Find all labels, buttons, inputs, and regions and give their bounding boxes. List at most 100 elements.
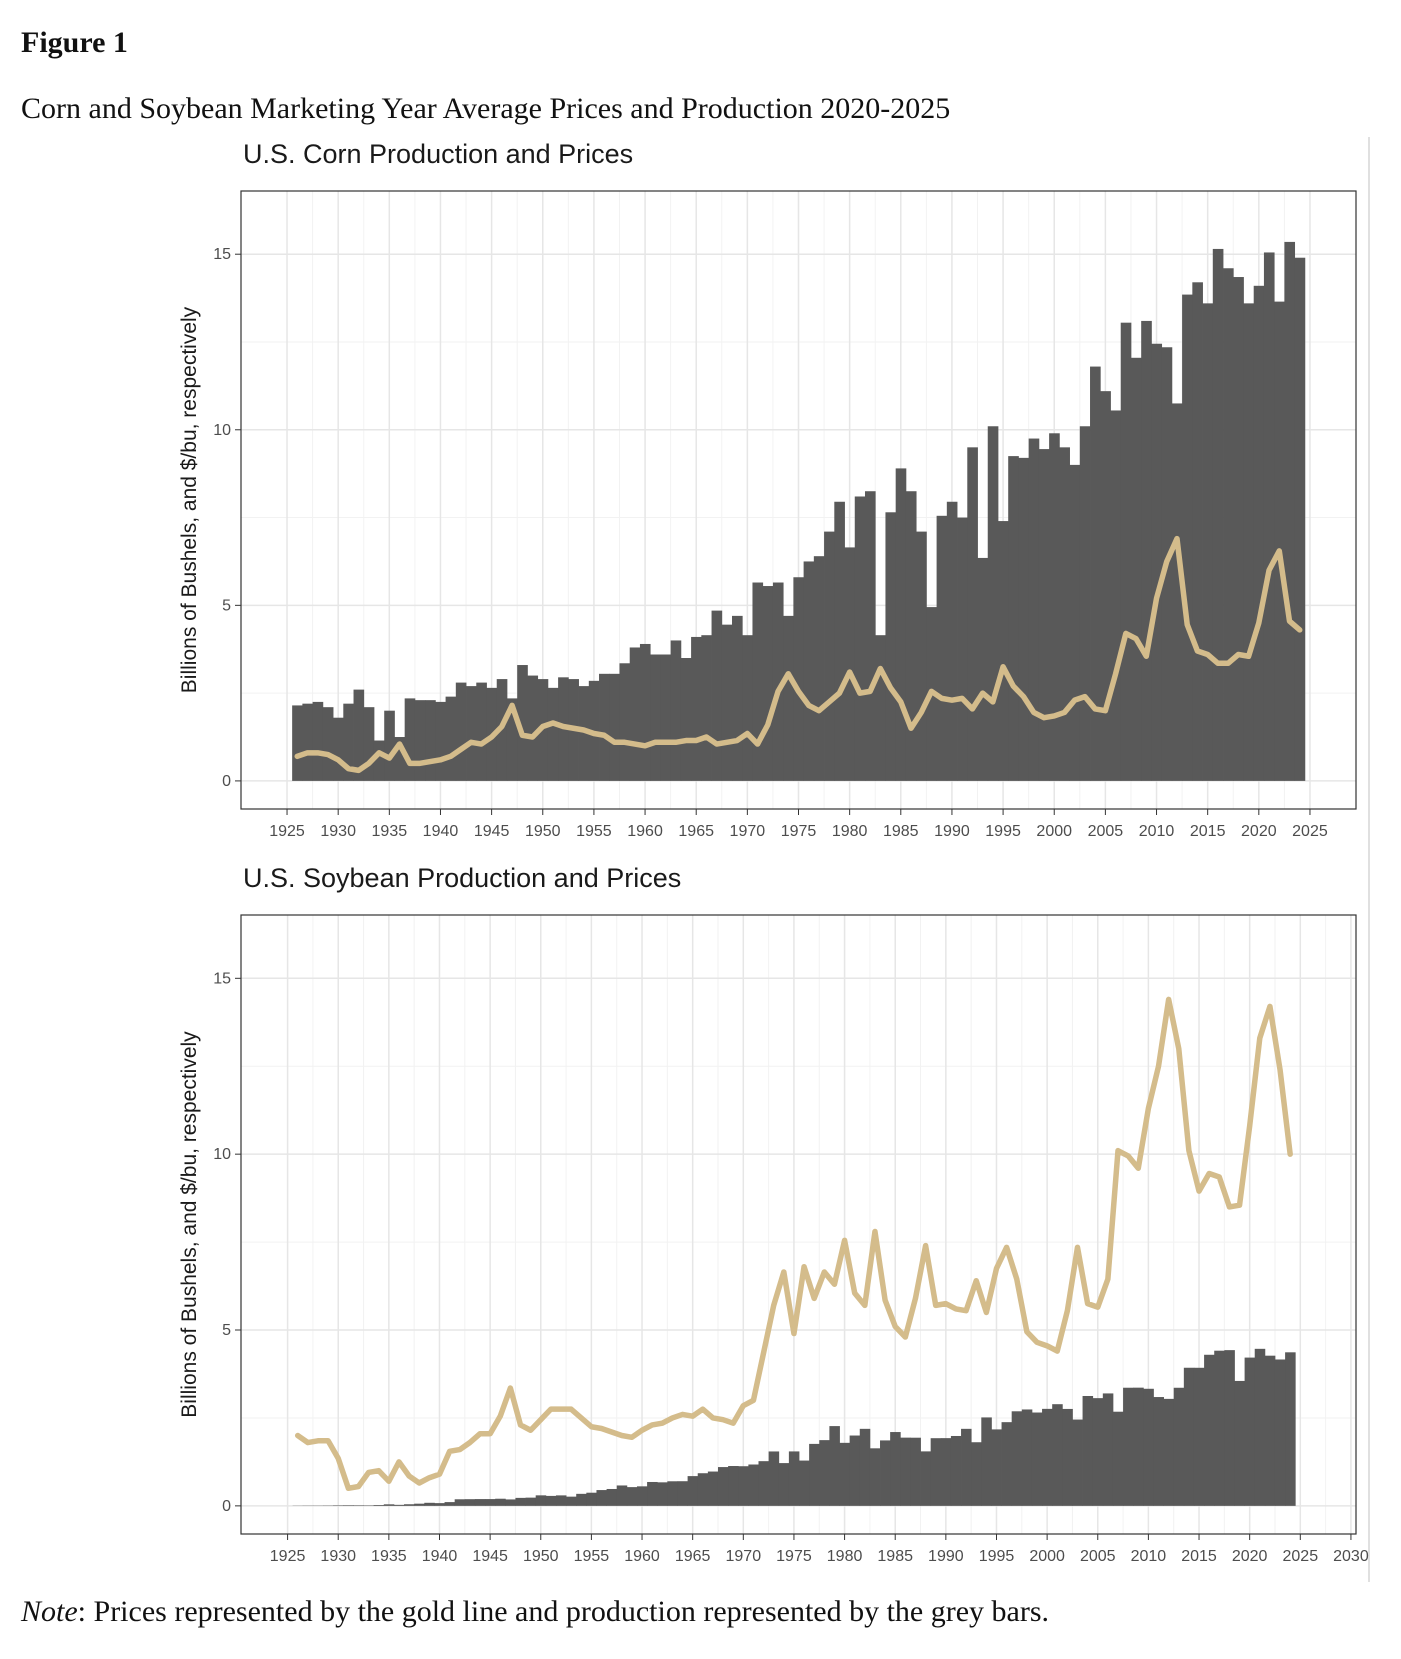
bar: [1274, 301, 1285, 781]
bar: [752, 582, 764, 781]
bar: [788, 1451, 800, 1506]
bar: [1123, 1387, 1134, 1506]
x-tick-label: 1970: [730, 823, 766, 840]
bar: [768, 1451, 780, 1506]
bar: [464, 1499, 476, 1506]
bar: [596, 1490, 607, 1506]
bar: [495, 1498, 506, 1506]
bar: [373, 1505, 385, 1506]
x-tick-label: 1970: [726, 1548, 762, 1565]
bar: [854, 496, 866, 781]
bar: [1234, 1380, 1246, 1506]
bar: [650, 654, 661, 781]
x-tick-label: 1930: [320, 1548, 356, 1565]
y-tick-label: 5: [222, 597, 231, 614]
bar: [1204, 1354, 1215, 1506]
bar: [670, 640, 682, 781]
note-label: Note: [20, 1595, 78, 1628]
bar: [849, 1435, 861, 1506]
bar: [660, 654, 672, 781]
bar: [997, 521, 1009, 781]
x-tick-label: 1935: [372, 823, 408, 840]
bar: [1059, 447, 1070, 781]
bar: [895, 468, 907, 781]
bar: [1244, 1357, 1256, 1506]
bar: [434, 1503, 445, 1506]
chart-title: U.S. Corn Production and Prices: [243, 139, 633, 169]
y-axis-label: Billions of Bushels, and $/bu, respectiv…: [178, 306, 201, 693]
bar: [667, 1481, 678, 1506]
bar: [687, 1476, 699, 1506]
y-tick-label: 15: [213, 970, 231, 987]
bar: [609, 673, 620, 781]
bar: [616, 1485, 628, 1506]
bar: [1153, 1397, 1164, 1506]
bar: [1223, 268, 1234, 781]
bar: [936, 515, 948, 781]
bar: [1082, 1395, 1094, 1506]
bar: [824, 531, 835, 781]
bar: [425, 700, 436, 781]
bar: [809, 1443, 820, 1506]
bar: [721, 624, 733, 781]
bar: [738, 1466, 749, 1506]
bar: [404, 698, 416, 781]
bar: [1021, 1409, 1033, 1506]
y-tick-label: 10: [213, 1146, 231, 1163]
bar: [343, 703, 354, 781]
bar: [394, 737, 406, 781]
figure-label: Figure 1: [21, 26, 128, 59]
bar: [1018, 457, 1030, 781]
bar: [1130, 357, 1142, 781]
x-tick-label: 2000: [1029, 1548, 1065, 1565]
bar: [940, 1438, 952, 1506]
bar: [707, 1471, 719, 1506]
bar: [517, 665, 528, 781]
bar: [1254, 1348, 1266, 1506]
bar: [606, 1488, 618, 1506]
bar: [647, 1481, 658, 1506]
x-tick-label: 2010: [1139, 823, 1175, 840]
bar: [859, 1428, 871, 1506]
bar: [292, 705, 303, 781]
bar: [717, 1467, 729, 1506]
bar: [333, 717, 344, 781]
bar: [762, 586, 774, 781]
bar: [890, 1432, 901, 1506]
bar: [803, 561, 815, 781]
x-tick-label: 1965: [675, 1548, 711, 1565]
bar: [353, 1505, 364, 1506]
bar: [987, 426, 999, 781]
bar: [445, 696, 457, 781]
bar: [476, 682, 487, 781]
x-tick-label: 1985: [877, 1548, 913, 1565]
x-tick-label: 1980: [827, 1548, 863, 1565]
bar: [711, 610, 723, 781]
x-tick-label: 2025: [1292, 823, 1328, 840]
x-tick-label: 1975: [781, 823, 817, 840]
bar: [414, 700, 426, 781]
bar: [813, 556, 825, 781]
bar: [910, 1437, 921, 1506]
bar: [1110, 410, 1122, 781]
bar: [383, 1504, 395, 1506]
bar: [384, 710, 395, 781]
bar: [1212, 248, 1224, 781]
x-tick-label: 1930: [320, 823, 356, 840]
bar: [869, 1448, 881, 1506]
y-tick-label: 0: [222, 1498, 231, 1515]
x-tick-label: 2020: [1232, 1548, 1268, 1565]
x-tick-label: 1980: [832, 823, 868, 840]
x-tick-label: 2005: [1088, 823, 1124, 840]
bar: [1264, 1355, 1276, 1506]
bar: [844, 547, 856, 781]
bar: [1001, 1422, 1013, 1506]
x-tick-label: 1990: [928, 1548, 964, 1565]
bar: [1243, 303, 1255, 781]
bar: [322, 707, 334, 781]
bar: [578, 686, 590, 781]
bar: [732, 615, 743, 781]
bar: [576, 1493, 587, 1506]
bar: [1079, 426, 1091, 781]
